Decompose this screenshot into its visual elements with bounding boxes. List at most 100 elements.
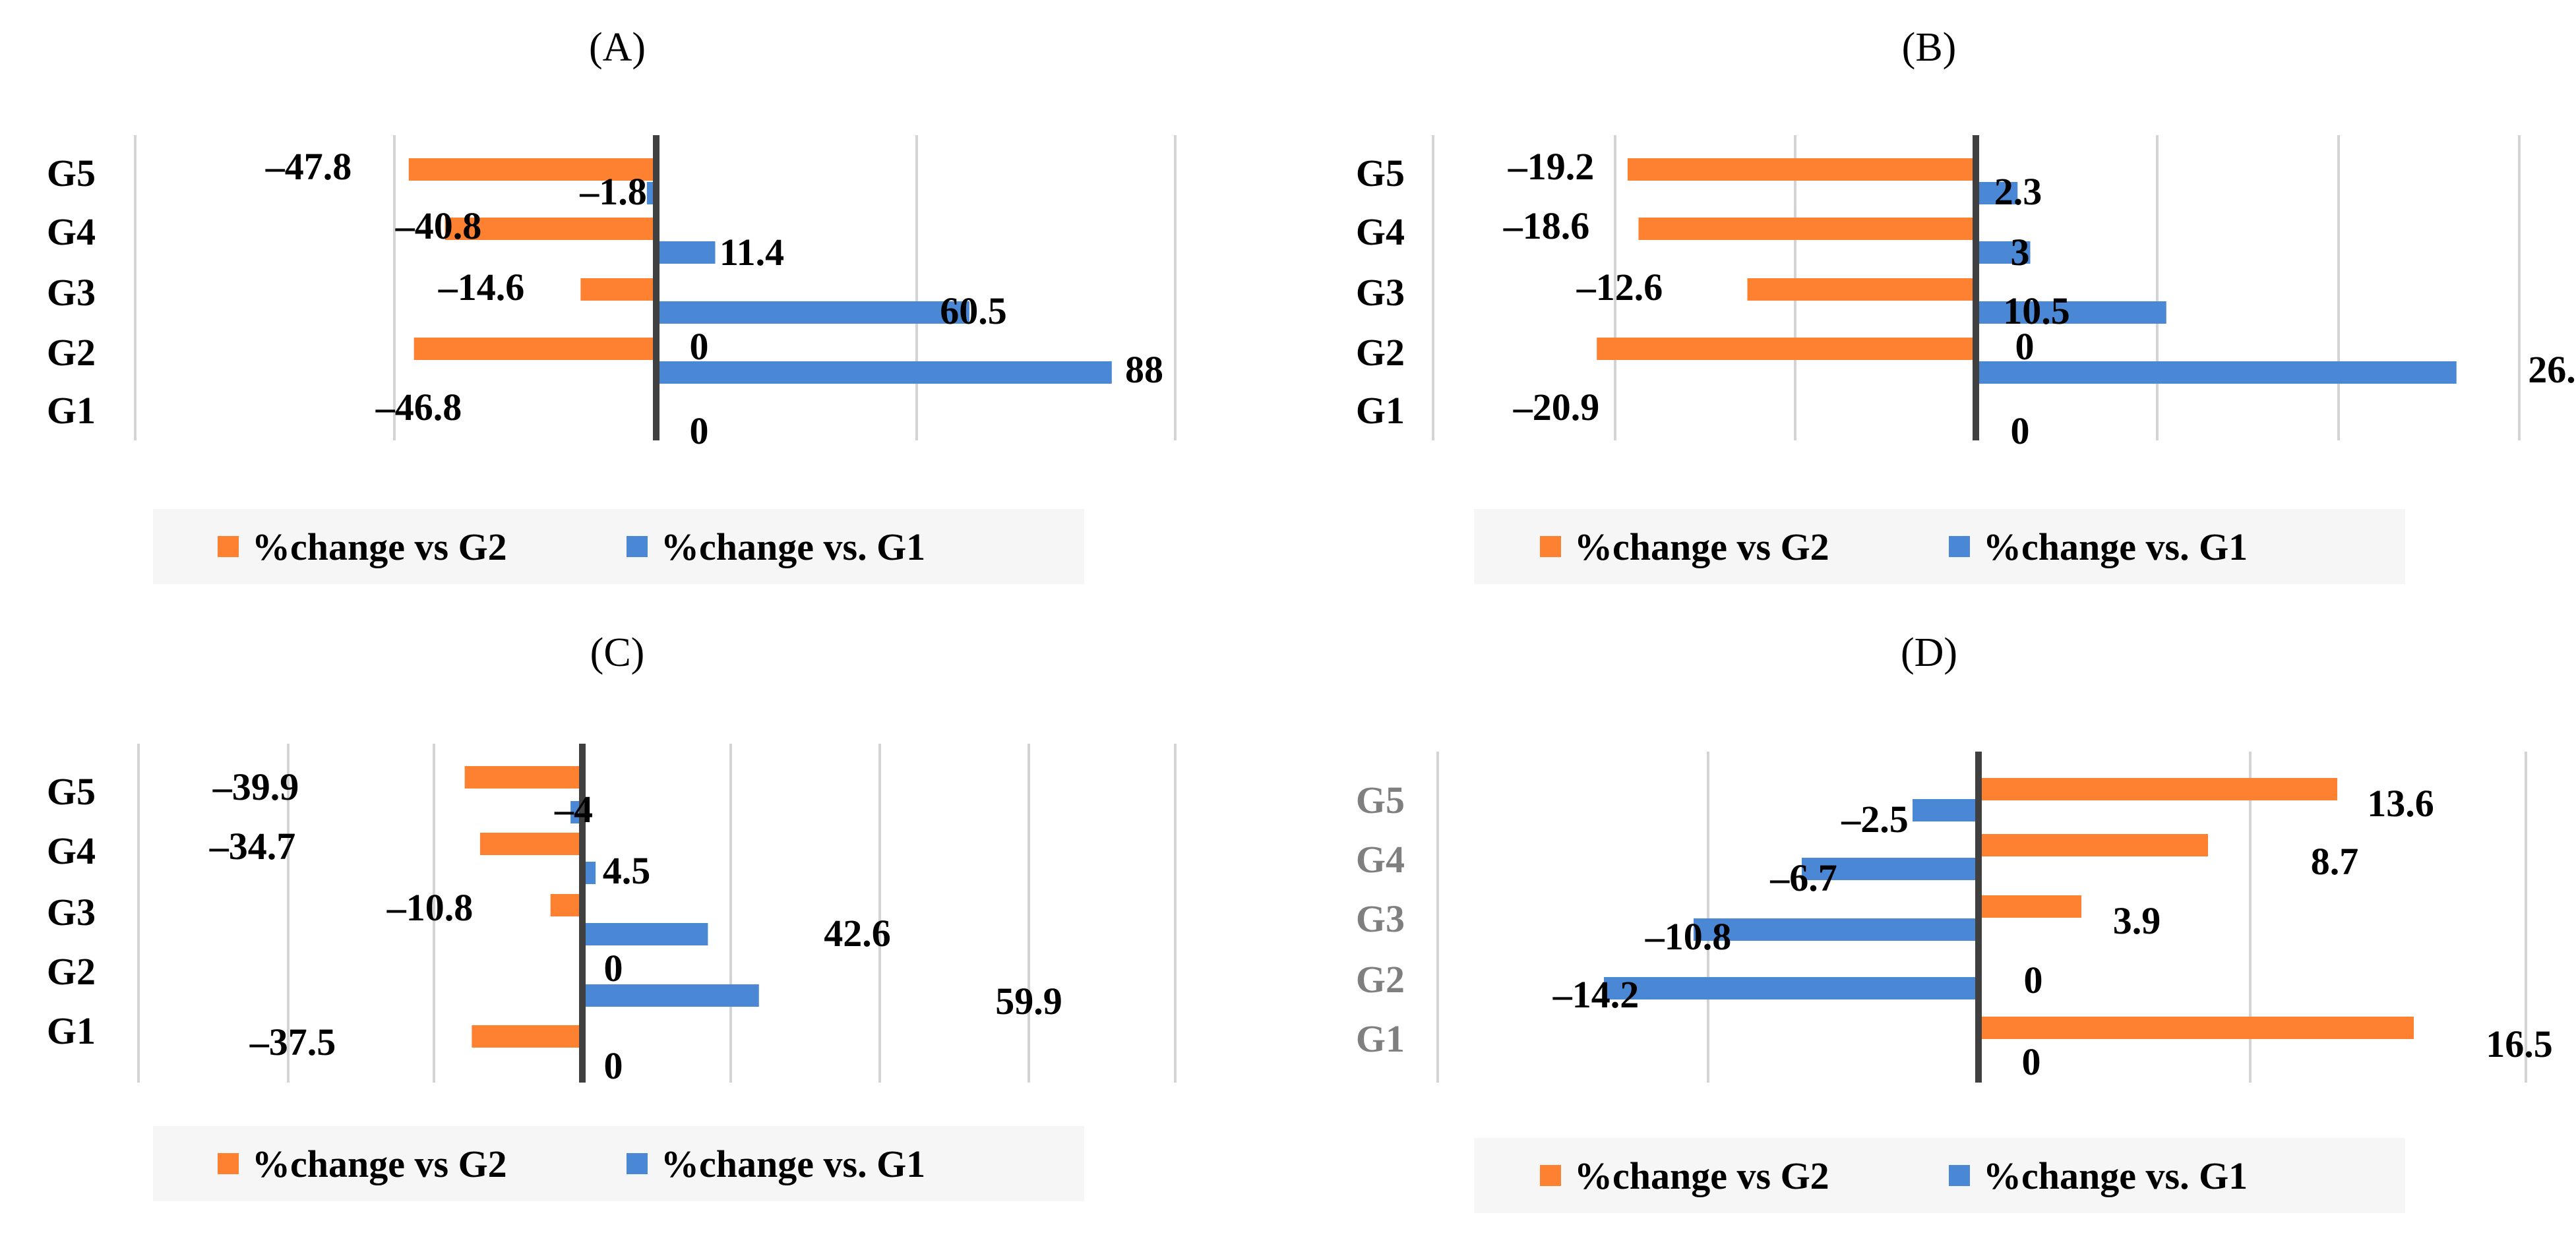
panel-d-bar-vs-g1-g4: [1802, 858, 1978, 880]
panel-d: (D) G5 G4 G3 G2 G1 13.68.7 3.9 0 16.5 –2.5–6.7 –10.…: [1356, 630, 2553, 1213]
panel-d-legend-swatch-change-vs-g1: [1949, 1165, 1970, 1186]
panel-b: (B) G5 G4 G3 G2 G1 –19.2 –18.6 –12.6 0 –20.9 2.3 3 10…: [1356, 25, 2576, 584]
panel-b-bar-vs-g1-g4: [1976, 241, 2031, 264]
panel-a: (A) G5 G4 G3 G2 G1 –47.8 –40.8 –14.6 0 –46.8 –1.8 11…: [47, 25, 1177, 584]
panel-b-bar-vs-g1-g5: [1976, 182, 2018, 204]
panel-a-legend-box: [153, 509, 1084, 584]
panel-c-bar-vs-g2-g5: [464, 766, 582, 789]
panel-a-bar-vs-g1-g3: [656, 301, 969, 324]
panel-a-bar-vs-g2-g5: [408, 158, 656, 181]
panel-b-label-vs-g2-g3: –12.6: [1576, 266, 1663, 309]
panel-a-bar-vs-g2-g1: [414, 338, 656, 360]
panel-a-label-vs-g2-g5: –47.8: [265, 145, 352, 188]
panel-d-bar-vs-g1-g2: [1604, 977, 1978, 999]
panel-c-category-g5: G5: [47, 770, 96, 813]
panel-d-category-g2: G2: [1356, 958, 1405, 1001]
panel-d-legend-label-change-vs-g1: %change vs. G1: [1983, 1154, 2248, 1197]
panel-a-category-g5: G5: [47, 152, 96, 194]
panel-b-label-vs-g1-g4: 3: [2011, 231, 2030, 274]
panel-b-category-g1: G1: [1356, 389, 1405, 432]
panel-d-label-vs-g2-g3: 3.9: [2113, 899, 2161, 942]
panel-d-bar-vs-g1-g3: [1694, 918, 1978, 941]
panel-d-bar-vs-g2-g3: [1978, 895, 2081, 918]
panel-c-bar-vs-g1-g4: [582, 862, 596, 884]
panel-b-legend-swatch-change-vs-g2: [1540, 536, 1561, 557]
panel-a-label-vs-g1-g1: 0: [690, 409, 709, 452]
panel-c-category-g1: G1: [47, 1009, 96, 1052]
panel-d-label-vs-g1-g4: –6.7: [1769, 856, 1837, 899]
panel-d-label-vs-g1-g3: –10.8: [1645, 915, 1732, 958]
panel-c-label-vs-g2-g4: –34.7: [209, 825, 296, 868]
panel-a-label-vs-g2-g1: –46.8: [375, 386, 462, 429]
panel-a-category-g2: G2: [47, 331, 96, 374]
panel-a-category-g4: G4: [47, 210, 96, 253]
panel-d-label-vs-g1-g5: –2.5: [1841, 798, 1909, 841]
panel-b-legend-label-change-vs-g1: %change vs. G1: [1983, 525, 2248, 568]
panel-b-label-vs-g2-g1: –20.9: [1513, 386, 1600, 429]
panel-d-label-vs-g1-g2: –14.2: [1552, 973, 1640, 1016]
panel-a-legend-swatch-change-vs-g1: [627, 536, 648, 557]
panel-b-label-vs-g2-g5: –19.2: [1508, 145, 1595, 188]
panel-d-legend-box: [1474, 1138, 2405, 1213]
panel-d-bar-vs-g2-g4: [1978, 834, 2208, 856]
panel-b-legend-box: [1474, 509, 2405, 584]
panel-b-category-g5: G5: [1356, 152, 1405, 194]
panel-d-label-vs-g2-g5: 13.6: [2367, 782, 2434, 825]
panel-d-category-g5: G5: [1356, 779, 1405, 821]
panel-a-legend-swatch-change-vs-g2: [218, 536, 239, 557]
panel-a-bar-vs-g2-g3: [580, 278, 656, 301]
panel-b-label-vs-g2-g4: –18.6: [1503, 204, 1590, 247]
panel-a-label-vs-g1-g4: 11.4: [720, 231, 784, 274]
panel-d-category-g3: G3: [1356, 897, 1405, 940]
panel-c-legend-box: [153, 1126, 1084, 1201]
panel-a-legend-label-change-vs-g2: %change vs G2: [252, 525, 507, 568]
panel-c-label-vs-g2-g3: –10.8: [386, 886, 474, 929]
panel-d-legend-label-change-vs-g2: %change vs G2: [1574, 1154, 1829, 1197]
panel-d-legend: %change vs G2 %change vs. G1: [1474, 1138, 2405, 1213]
panel-b-bar-vs-g1-g3: [1976, 301, 2166, 324]
panel-a-bar-vs-g1-g2: [656, 361, 1112, 384]
panel-b-bar-vs-g2-g5: [1628, 158, 1976, 181]
panel-b-legend-swatch-change-vs-g1: [1949, 536, 1970, 557]
panel-c-legend-swatch-change-vs-g2: [218, 1153, 239, 1174]
panel-c-label-vs-g1-g4: 4.5: [603, 849, 651, 892]
panel-c-title: (C): [590, 630, 645, 675]
panel-a-title: (A): [589, 25, 646, 70]
panel-c-legend-swatch-change-vs-g1: [627, 1153, 648, 1174]
panel-b-title: (B): [1902, 25, 1957, 70]
panel-a-legend: %change vs G2 %change vs. G1: [153, 509, 1084, 584]
panel-b-category-g4: G4: [1356, 210, 1405, 253]
panel-b-label-vs-g2-g2: 0: [2015, 325, 2035, 368]
panel-c-legend: %change vs G2 %change vs. G1: [153, 1126, 1084, 1201]
panel-c-label-vs-g2-g2: 0: [604, 947, 623, 990]
panel-b-bar-vs-g2-g4: [1638, 218, 1976, 240]
panel-a-label-vs-g1-g5: –1.8: [579, 170, 647, 213]
panel-a-label-vs-g2-g2: 0: [690, 325, 709, 368]
panel-b-label-vs-g1-g1: 0: [2011, 409, 2030, 452]
panel-a-bar-vs-g2-g4: [445, 218, 656, 240]
panel-d-category-g4: G4: [1356, 838, 1405, 881]
panel-a-category-g1: G1: [47, 389, 96, 432]
panel-d-bar-vs-g1-g5: [1913, 799, 1978, 821]
panel-d-bar-vs-g2-g5: [1978, 778, 2337, 800]
panel-a-label-vs-g2-g3: –14.6: [438, 266, 525, 309]
panel-b-label-vs-g1-g3: 10.5: [2003, 289, 2070, 332]
panel-d-label-vs-g1-g1: 0: [2022, 1040, 2041, 1083]
panel-c-category-g4: G4: [47, 829, 96, 872]
panel-d-label-vs-g2-g1: 16.5: [2486, 1023, 2553, 1065]
panel-b-category-g2: G2: [1356, 331, 1405, 374]
panel-b-label-vs-g1-g5: 2.3: [1994, 170, 2042, 213]
panel-b-legend: %change vs G2 %change vs. G1: [1474, 509, 2405, 584]
panel-c-bar-vs-g2-g1: [472, 1025, 582, 1048]
panel-b-bar-vs-g2-g1: [1597, 338, 1976, 360]
panel-d-category-g1: G1: [1356, 1017, 1405, 1060]
panel-d-legend-swatch-change-vs-g2: [1540, 1165, 1561, 1186]
panel-b-category-g3: G3: [1356, 271, 1405, 314]
panel-c-label-vs-g1-g5: –4: [554, 788, 593, 831]
panel-d-label-vs-g2-g2: 0: [2024, 959, 2043, 1001]
panel-b-label-vs-g1-g2: 26.5: [2528, 348, 2576, 391]
panel-d-title: (D): [1901, 630, 1957, 675]
panel-c-label-vs-g1-g3: 42.6: [824, 912, 891, 955]
panel-c-label-vs-g1-g2: 59.9: [995, 980, 1062, 1023]
